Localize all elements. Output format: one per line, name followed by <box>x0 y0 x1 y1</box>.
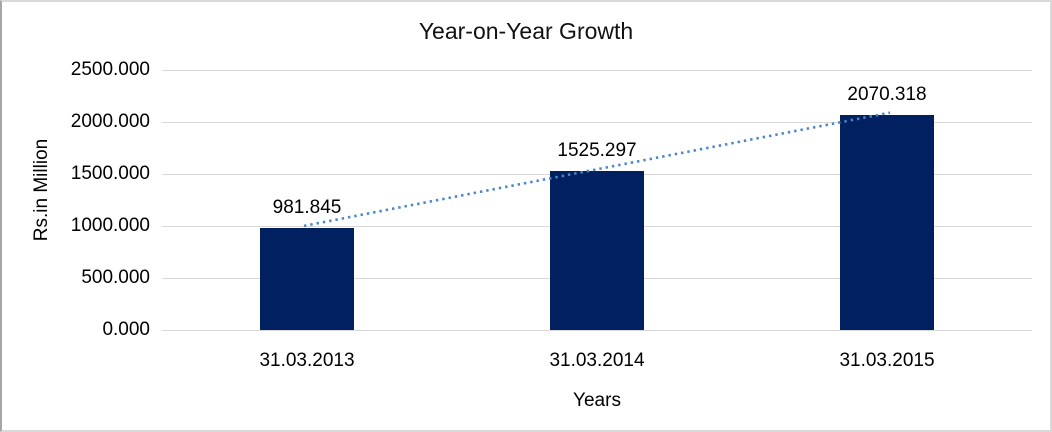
y-tick-label: 0.000 <box>102 319 150 340</box>
bar <box>840 114 934 330</box>
x-axis-title: Years <box>573 390 621 411</box>
chart-title: Year-on-Year Growth <box>418 18 634 44</box>
y-tick-label: 1000.000 <box>70 215 150 236</box>
bar <box>550 171 644 330</box>
gridline <box>162 70 1032 71</box>
y-tick-label: 500.000 <box>81 267 150 288</box>
y-tick-label: 1500.000 <box>70 163 150 184</box>
gridline <box>162 330 1032 331</box>
bar-data-label: 981.845 <box>272 196 342 218</box>
x-category-label: 31.03.2015 <box>839 350 935 371</box>
y-tick-label: 2500.000 <box>70 59 150 80</box>
bar-data-label: 1525.297 <box>557 140 637 162</box>
y-tick-label: 2000.000 <box>70 111 150 132</box>
bar-data-label: 2070.318 <box>847 83 927 105</box>
x-category-label: 31.03.2014 <box>549 350 645 371</box>
bar <box>260 227 354 330</box>
x-category-label: 31.03.2013 <box>259 350 355 371</box>
